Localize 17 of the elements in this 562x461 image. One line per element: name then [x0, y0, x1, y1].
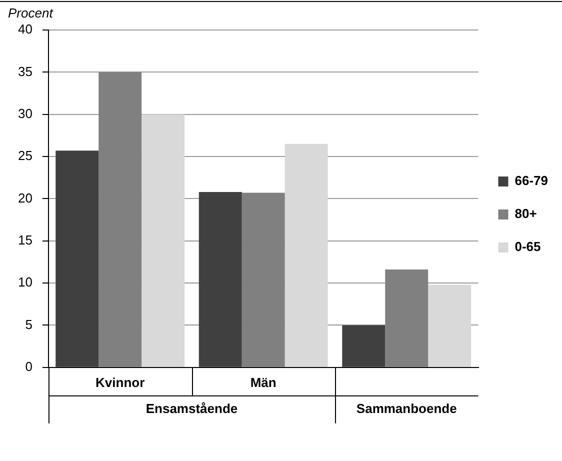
- x-tick-label: Kvinnor: [96, 374, 145, 390]
- y-tick-label: 5: [25, 316, 32, 332]
- y-tick-label: 30: [18, 106, 32, 121]
- y-tick-label: 35: [18, 64, 32, 79]
- x-tick-label: Män: [250, 374, 276, 390]
- text: Sammanboende: [356, 400, 457, 416]
- text: Ensamstående: [146, 400, 238, 416]
- y-tick-label: 20: [18, 190, 32, 206]
- legend-label: 0-65: [514, 239, 541, 254]
- y-tick-label: 40: [18, 22, 32, 37]
- y-tick-label: 10: [18, 274, 32, 290]
- y-axis-title: Procent: [8, 6, 54, 21]
- legend-label: 80+: [514, 206, 538, 222]
- y-tick-label: 0: [25, 358, 32, 374]
- y-tick-label: 25: [18, 148, 32, 164]
- y-tick-label: 15: [18, 232, 32, 248]
- legend-label: 66-79: [514, 173, 548, 188]
